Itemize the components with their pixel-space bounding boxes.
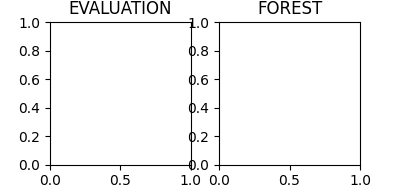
Title: EVALUATION: EVALUATION <box>69 0 172 18</box>
Title: FOREST: FOREST <box>257 0 322 18</box>
